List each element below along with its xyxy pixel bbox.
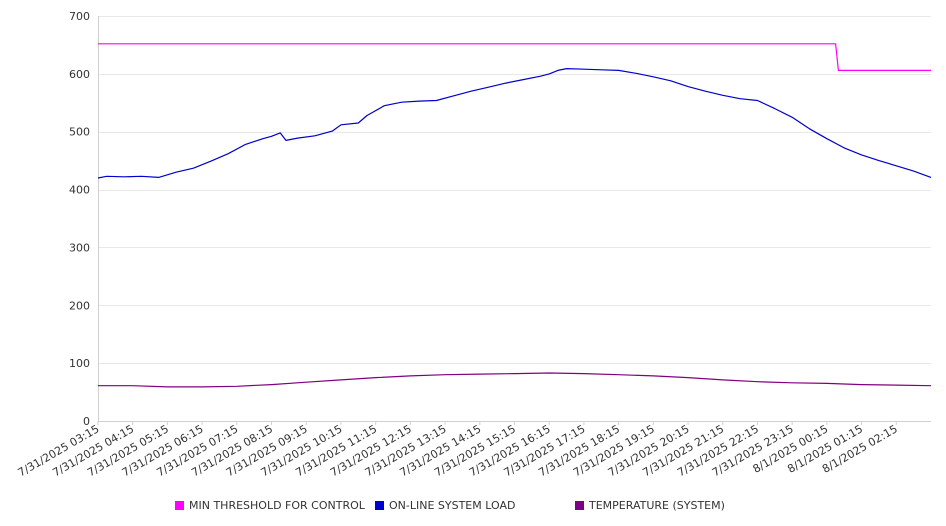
legend-label-system-load: ON-LINE SYSTEM LOAD	[389, 499, 516, 512]
legend-label-temperature: TEMPERATURE (SYSTEM)	[589, 499, 725, 512]
y-tick-label: 300	[69, 241, 90, 254]
legend: MIN THRESHOLD FOR CONTROL ON-LINE SYSTEM…	[0, 496, 946, 516]
legend-swatch-min-threshold	[175, 501, 184, 510]
legend-item-temperature[interactable]: TEMPERATURE (SYSTEM)	[575, 499, 725, 512]
legend-item-system-load[interactable]: ON-LINE SYSTEM LOAD	[375, 499, 515, 512]
legend-swatch-temperature	[575, 501, 584, 510]
x-tick-labels: 7/31/2025 03:157/31/2025 04:157/31/2025 …	[16, 421, 900, 479]
y-tick-label: 100	[69, 357, 90, 370]
y-tick-label: 600	[69, 68, 90, 81]
line-chart: 0 100 200 300 400 500 600 700 7/31/2025 03:157/…	[16, 10, 932, 479]
series-lines	[97, 43, 932, 388]
series-line-1	[97, 67, 932, 179]
y-tick-label: 400	[69, 184, 90, 197]
y-tick-labels: 0 100 200 300 400 500 600 700	[69, 10, 90, 428]
y-tick-label: 0	[83, 415, 90, 428]
legend-item-min-threshold[interactable]: MIN THRESHOLD FOR CONTROL	[175, 499, 365, 512]
y-tick-label: 500	[69, 126, 90, 139]
y-tick-label: 200	[69, 299, 90, 312]
series-line-2	[98, 372, 932, 388]
series-line-0	[98, 43, 931, 72]
legend-swatch-system-load	[375, 501, 384, 510]
legend-label-min-threshold: MIN THRESHOLD FOR CONTROL	[189, 499, 365, 512]
axes	[98, 16, 931, 422]
grid-lines	[98, 16, 931, 422]
y-tick-label: 700	[69, 10, 90, 23]
